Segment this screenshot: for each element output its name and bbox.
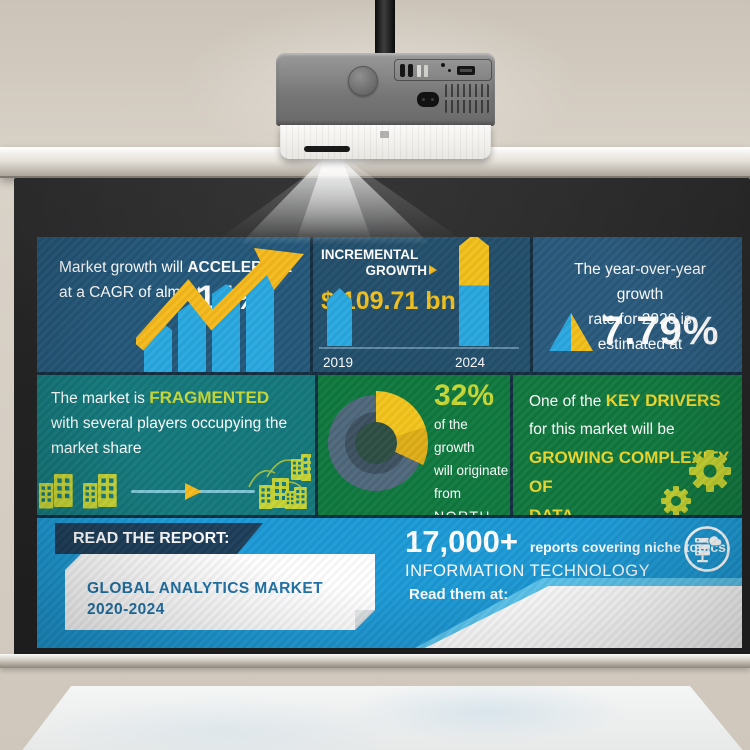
- infographic: Market growth will ACCELERATE at a CAGR …: [37, 237, 742, 648]
- key-drivers-text: One of the KEY DRIVERS for this market w…: [529, 387, 742, 515]
- ports-panel: [394, 59, 492, 81]
- kd-line3: GROWING COMPLEXITY OF: [529, 448, 729, 496]
- read-them-at-label: Read them at:: [409, 586, 509, 603]
- projector-base: [280, 125, 491, 159]
- report-title-line1: GLOBAL ANALYTICS MARKET: [87, 580, 323, 597]
- triangle-up-icon: [549, 312, 593, 351]
- arrow-up-icon: [254, 248, 304, 290]
- read-the-report-banner: READ THE REPORT:: [55, 523, 263, 554]
- na-line3: NORTH: [434, 505, 510, 515]
- kd-line4: DATA: [529, 506, 574, 515]
- category-label: INFORMATION TECHNOLOGY: [405, 562, 651, 580]
- kd-line2: for this market will be: [529, 421, 675, 438]
- screen-bottom-rail: [0, 654, 750, 668]
- hdmi-port: [400, 64, 405, 77]
- report-title-line2: 2020-2024: [87, 601, 165, 618]
- hdmi-port: [408, 64, 413, 77]
- ir-sensor: [448, 69, 451, 72]
- donut-chart: [322, 389, 430, 497]
- panel-yoy-growth: The year-over-year growth rate for 2020 …: [533, 237, 742, 372]
- cagr-line1: Market growth will: [59, 259, 188, 276]
- arrow-right-icon: [429, 265, 437, 275]
- projection-screen: Market growth will ACCELERATE at a CAGR …: [14, 178, 750, 656]
- usb-a-port: [457, 66, 475, 75]
- growth-bars-arrow-chart: [136, 248, 304, 372]
- page-fold-icon: [355, 610, 375, 630]
- bar-2024: [459, 237, 489, 346]
- yoy-line2: rate for 2020 is estimated at: [588, 311, 692, 353]
- usb-slot: [424, 65, 428, 77]
- fragmented-text: The market is FRAGMENTED with several pl…: [51, 385, 287, 461]
- table-surface: [22, 686, 743, 750]
- na-line2: will originate from: [434, 463, 509, 501]
- incremental-title: INCREMENTAL GROWTH: [321, 247, 437, 279]
- na-value: 32%: [434, 379, 495, 412]
- cloud-server-icon: [684, 526, 730, 572]
- panel-fragmented: The market is FRAGMENTED with several pl…: [37, 375, 315, 515]
- fragmented-line3: market share: [51, 440, 142, 457]
- north-america-text: 32% of the growth will originate from NO…: [434, 379, 510, 515]
- incremental-title-2: GROWTH: [365, 263, 428, 278]
- bar-2019: [327, 288, 352, 346]
- panel-incremental-growth: INCREMENTAL GROWTH $ 109.71 bn 2019 2024: [313, 237, 530, 372]
- vent-grille: [445, 84, 489, 113]
- projector-lens: [304, 146, 350, 152]
- gears-icon: [661, 450, 731, 515]
- focus-knob: [348, 66, 378, 96]
- kd-accent: KEY DRIVERS: [605, 391, 721, 410]
- panel-cagr: Market growth will ACCELERATE at a CAGR …: [37, 237, 310, 372]
- na-line1: of the growth: [434, 417, 475, 455]
- incremental-title-1: INCREMENTAL: [321, 247, 419, 262]
- fragmented-line2: with several players occupying the: [51, 415, 288, 432]
- projector-mount-pole: [375, 0, 395, 58]
- cagr-line2: at a CAGR of almost: [59, 284, 202, 301]
- report-card: GLOBAL ANALYTICS MARKET 2020-2024: [65, 554, 375, 630]
- usb-slot: [417, 65, 421, 77]
- report-count-caption: reports covering niche topics: [529, 539, 726, 555]
- yoy-line1: The year-over-year growth: [574, 261, 706, 303]
- label-2019: 2019: [323, 355, 354, 370]
- footer-section: READ THE REPORT: GLOBAL ANALYTICS MARKET…: [37, 518, 742, 648]
- power-inlet: [417, 92, 439, 107]
- yoy-value: 7.79%: [601, 309, 720, 353]
- chart-baseline: [319, 347, 519, 349]
- kd-line1: One of the: [529, 393, 606, 410]
- fragmented-accent: FRAGMENTED: [149, 388, 270, 407]
- yoy-text: The year-over-year growth rate for 2020 …: [555, 257, 725, 357]
- fragmented-line1: The market is: [51, 390, 150, 407]
- panel-key-drivers: One of the KEY DRIVERS for this market w…: [513, 375, 742, 515]
- panel-north-america: 32% of the growth will originate from NO…: [318, 375, 510, 515]
- label-2024: 2024: [455, 355, 486, 370]
- buildings-fragmentation-icon: [39, 454, 311, 509]
- projector: [276, 53, 495, 160]
- projector-logo: [380, 131, 389, 138]
- report-count: 17,000+: [405, 524, 518, 559]
- audio-jack: [441, 63, 445, 67]
